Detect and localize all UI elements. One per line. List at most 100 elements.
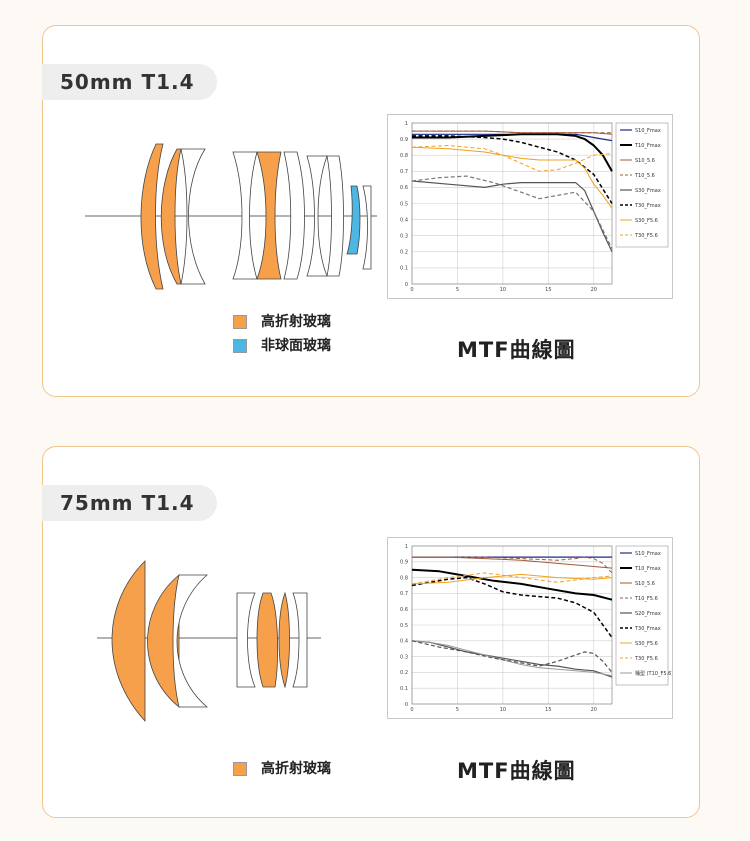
x-tick-label: 0 <box>410 707 413 713</box>
legend-item: 高折射玻璃 <box>233 310 331 334</box>
legend-swatch <box>233 762 247 776</box>
plot-frame <box>411 545 613 705</box>
y-tick-label: 0.7 <box>400 169 408 175</box>
series-line <box>411 573 613 585</box>
series-line <box>411 175 613 249</box>
x-tick-label: 5 <box>456 287 459 293</box>
lens-card-50mm: 50mm T1.4 高折射玻璃 非球面玻璃 0 0.1 0.2 0.3 0.4 0.5 0.… <box>42 25 700 397</box>
lens-element-2 <box>160 148 182 285</box>
legend-swatch <box>233 339 247 353</box>
legend-label: 非球面玻璃 <box>261 338 331 354</box>
series-line <box>411 640 613 677</box>
series-line <box>411 146 613 209</box>
mtf-chart-svg: 00.10.20.30.40.50.60.70.80.910 5 10 15 20S10… <box>400 121 669 293</box>
series-line <box>411 640 613 678</box>
lens-element-3 <box>180 148 206 285</box>
lens-element-5 <box>256 151 282 280</box>
y-tick-label: 0.4 <box>400 639 408 645</box>
lens-element-5 <box>256 592 279 688</box>
series-line <box>411 640 613 673</box>
series-line <box>411 572 613 585</box>
mtf-chart: 0 0.1 0.2 0.3 0.4 0.5 0.6 0.7 0.8 0.9 1 0 5 10 15 20 S10… <box>387 537 673 719</box>
series-line <box>411 576 613 639</box>
y-tick-label: 0.8 <box>400 153 408 159</box>
x-tick-label: 15 <box>545 287 551 293</box>
y-tick-label: 0 <box>405 702 408 708</box>
legend-label: S30_Fmax <box>635 188 661 194</box>
section-title: 50mm T1.4 <box>42 64 217 100</box>
mtf-chart: 0 0.1 0.2 0.3 0.4 0.5 0.6 0.7 0.8 0.9 1 0 5 10 15 20 S10… <box>387 114 673 299</box>
x-tick-label: 0 <box>410 287 413 293</box>
mtf-title: MTF曲線圖 <box>457 338 576 362</box>
y-tick-label: 0.2 <box>400 250 408 256</box>
lens-element-6 <box>278 591 290 689</box>
legend-label: S10_5.6 <box>635 581 655 587</box>
y-tick-label: 0.2 <box>400 670 408 676</box>
legend-label: T30_F5.6 <box>634 656 658 662</box>
legend-label: 桶型 (T10_F5.6) <box>635 670 672 677</box>
y-tick-label: 0.1 <box>400 686 408 692</box>
legend-label: T10_F5.6 <box>634 596 658 602</box>
legend-item: 高折射玻璃 <box>233 757 331 781</box>
y-tick-label: 0.6 <box>400 607 408 613</box>
legend-box <box>615 545 669 686</box>
x-tick-label: 20 <box>591 287 597 293</box>
legend-box <box>615 122 669 248</box>
legend-label: T10_Fmax <box>634 566 661 572</box>
lens-element-4 <box>236 592 256 688</box>
x-tick-label: 15 <box>545 707 551 713</box>
legend-label: 高折射玻璃 <box>261 761 331 777</box>
mtf-title: MTF曲線圖 <box>457 759 576 783</box>
lens-element-4 <box>232 151 258 280</box>
legend-label: T10_5.6 <box>634 173 655 179</box>
y-tick-label: 0.4 <box>400 217 408 223</box>
legend-label: T30_Fmax <box>634 203 661 209</box>
y-tick-label: 0.9 <box>400 137 408 143</box>
lens-element-9 <box>362 185 372 270</box>
lens-element-7 <box>292 592 308 688</box>
lens-element-1 <box>111 560 146 723</box>
legend-label: S30_F5.6 <box>635 641 658 647</box>
mtf-chart-svg: 00.10.20.30.40.50.60.70.80.910 5 10 15 20S10… <box>400 544 672 713</box>
legend-item: 非球面玻璃 <box>233 334 331 358</box>
lens-diagram <box>97 560 321 723</box>
series-line <box>411 568 613 601</box>
lens-element-aspherical <box>346 185 361 255</box>
legend-label: T30_Fmax <box>634 626 661 632</box>
legend-swatch <box>233 315 247 329</box>
legend-label: S10_Fmax <box>635 128 661 134</box>
y-tick-label: 0.8 <box>400 575 408 581</box>
y-tick-label: 0.3 <box>400 654 408 660</box>
lens-element-1 <box>140 143 164 290</box>
lens-diagram <box>85 143 377 290</box>
y-tick-label: 0.7 <box>400 591 408 597</box>
lens-element-3 <box>172 574 209 708</box>
x-tick-label: 10 <box>500 707 506 713</box>
x-tick-label: 10 <box>500 287 506 293</box>
series-line <box>411 180 613 253</box>
y-tick-label: 0.5 <box>400 623 408 629</box>
y-tick-label: 0.6 <box>400 185 408 191</box>
legend-label: T10_Fmax <box>634 143 661 149</box>
legend-label: S10_5.6 <box>635 158 655 164</box>
x-tick-label: 20 <box>591 707 597 713</box>
y-tick-label: 0 <box>405 282 408 288</box>
series-line <box>412 135 613 204</box>
y-tick-label: 0.5 <box>400 201 408 207</box>
x-tick-label: 5 <box>456 707 459 713</box>
lens-element-8 <box>326 155 344 277</box>
y-tick-label: 1 <box>405 121 408 127</box>
lens-element-6 <box>283 151 305 280</box>
series-line <box>412 556 613 569</box>
legend-label: S20_Fmax <box>635 611 661 617</box>
y-tick-label: 0.1 <box>400 266 408 272</box>
series-line <box>412 130 612 134</box>
y-tick-label: 0.3 <box>400 234 408 240</box>
lens-element-2 <box>147 574 180 708</box>
y-tick-label: 1 <box>405 544 408 550</box>
lens-legend: 高折射玻璃 非球面玻璃 <box>233 310 331 358</box>
y-tick-label: 0.9 <box>400 560 408 566</box>
legend-label: S30_F5.6 <box>635 218 658 224</box>
lens-legend: 高折射玻璃 <box>233 757 331 781</box>
series-line <box>412 556 613 574</box>
